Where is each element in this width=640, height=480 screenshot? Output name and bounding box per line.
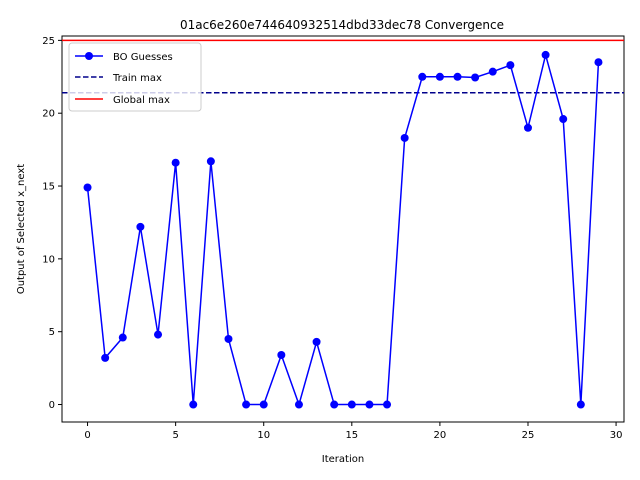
x-axis-label: Iteration (322, 454, 364, 465)
bo-guess-point (83, 183, 92, 192)
y-axis-label: Output of Selected x_next (16, 164, 27, 294)
y-tick-label: 20 (42, 109, 55, 120)
bo-guess-point (189, 400, 198, 409)
bo-guess-point (312, 337, 321, 346)
bo-guess-point (418, 72, 427, 81)
bo-guess-point (453, 72, 462, 81)
series-layer (83, 50, 603, 409)
bo-guess-point (435, 72, 444, 81)
y-axis-ticks: 0 5 10 15 20 25 (42, 36, 62, 411)
bo-guess-point (594, 58, 603, 67)
bo-guess-point (206, 157, 215, 166)
bo-guess-point (559, 115, 568, 124)
reference-lines (62, 39, 624, 94)
bo-guess-point (400, 133, 409, 142)
bo-guess-point (136, 222, 145, 231)
bo-guess-point (294, 400, 303, 409)
chart-title: 01ac6e260e744640932514dbd33dec78 Converg… (180, 18, 504, 32)
y-tick-label: 10 (42, 254, 55, 265)
bo-guess-point (347, 400, 356, 409)
x-tick-label: 20 (434, 430, 447, 441)
bo-guess-point (576, 400, 585, 409)
x-axis-ticks: 0 5 10 15 20 25 30 (84, 422, 622, 441)
bo-guess-point (224, 334, 233, 343)
bo-guess-point (259, 400, 268, 409)
bo-guess-point (471, 73, 480, 82)
bo-guess-point (277, 350, 286, 359)
y-tick-label: 25 (42, 36, 55, 47)
legend-box (68, 42, 202, 112)
bo-guess-point (383, 400, 392, 409)
x-tick-label: 0 (84, 430, 90, 441)
x-tick-label: 30 (610, 430, 623, 441)
bo-guess-point (541, 50, 550, 59)
x-tick-label: 15 (345, 430, 358, 441)
bo-guesses-line (86, 51, 600, 407)
bo-guess-point (118, 333, 127, 342)
x-tick-label: 5 (172, 430, 178, 441)
bo-guess-point (330, 400, 339, 409)
plot-area-frame (61, 35, 625, 423)
x-tick-label: 25 (522, 430, 535, 441)
legend-marker-bo-guesses (85, 52, 93, 60)
bo-guess-point (523, 123, 532, 132)
y-tick-label: 5 (49, 327, 55, 338)
x-tick-label: 10 (257, 430, 270, 441)
bo-guess-point (488, 67, 497, 76)
y-tick-label: 15 (42, 182, 55, 193)
legend-label-global-max: Global max (113, 95, 170, 106)
bo-guess-point (171, 158, 180, 167)
bo-guess-point (506, 61, 515, 70)
bo-guess-point (365, 400, 374, 409)
bo-guess-point (101, 353, 110, 362)
y-tick-label: 0 (49, 400, 55, 411)
bo-guess-point (154, 330, 163, 339)
bo-guess-point (242, 400, 251, 409)
legend-label-bo-guesses: BO Guesses (113, 52, 173, 63)
legend-label-train-max: Train max (112, 73, 162, 84)
legend: BO Guesses Train max Global max (68, 42, 202, 112)
